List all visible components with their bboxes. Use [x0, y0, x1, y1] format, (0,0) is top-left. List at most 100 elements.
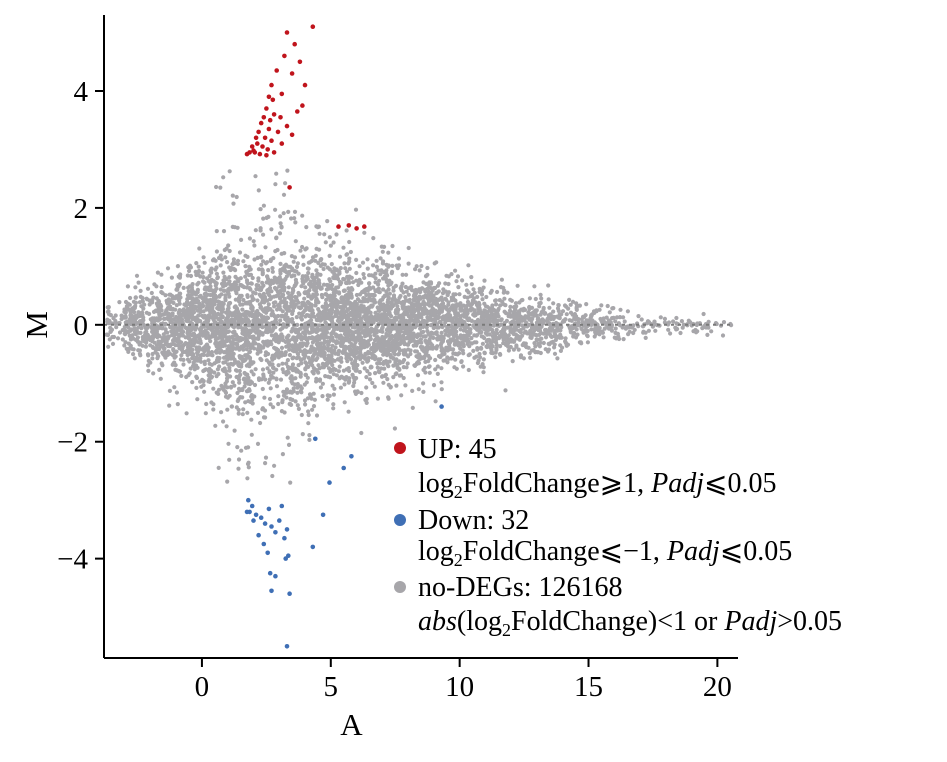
nodeg-point [270, 266, 275, 271]
nodeg-point [243, 380, 248, 385]
nodeg-point [190, 282, 195, 287]
nodeg-point [433, 367, 438, 372]
nodeg-point [157, 367, 162, 372]
nodeg-point [557, 312, 562, 317]
nodeg-point [202, 361, 207, 367]
nodeg-point [206, 358, 211, 363]
nodeg-point [183, 341, 188, 346]
nodeg-point [251, 372, 256, 377]
nodeg-point [460, 348, 465, 353]
nodeg-point [312, 397, 317, 402]
nodeg-point [528, 355, 533, 360]
nodeg-point [206, 318, 211, 323]
nodeg-point [285, 290, 291, 295]
nodeg-point [236, 411, 241, 416]
nodeg-point [558, 348, 564, 353]
nodeg-point [452, 309, 457, 314]
nodeg-point [310, 369, 315, 374]
nodeg-point [227, 169, 232, 174]
nodeg-point [329, 347, 334, 352]
nodeg-point [432, 331, 437, 336]
nodeg-point [232, 383, 237, 388]
nodeg-point [385, 360, 390, 365]
nodeg-point [364, 385, 369, 390]
nodeg-point [106, 344, 111, 349]
nodeg-point [555, 356, 560, 361]
nodeg-point [623, 326, 629, 331]
nodeg-point [674, 315, 679, 321]
nodeg-point [544, 331, 550, 336]
nodeg-point [232, 357, 237, 362]
nodeg-point [238, 282, 243, 288]
nodeg-point [256, 276, 261, 281]
nodeg-point [281, 324, 286, 330]
nodeg-point [668, 331, 673, 336]
nodeg-point [318, 327, 323, 332]
nodeg-point [292, 209, 298, 214]
nodeg-point [358, 350, 363, 355]
nodeg-point [269, 227, 274, 232]
nodeg-point [293, 376, 298, 381]
nodeg-point [421, 295, 426, 300]
nodeg-point [582, 314, 587, 320]
nodeg-point [198, 359, 204, 364]
nodeg-point [337, 376, 342, 381]
nodeg-point [342, 261, 347, 266]
nodeg-point [381, 276, 386, 281]
nodeg-point [375, 365, 380, 370]
nodeg-point [254, 310, 259, 315]
nodeg-point [261, 283, 266, 288]
nodeg-point [268, 386, 273, 391]
nodeg-point [545, 316, 550, 321]
nodeg-point [159, 284, 164, 290]
nodeg-point [194, 261, 199, 266]
nodeg-point [293, 239, 298, 244]
nodeg-point [259, 377, 264, 382]
nodeg-point [395, 310, 400, 315]
nodeg-point [293, 339, 298, 344]
nodeg-point [407, 297, 412, 302]
nodeg-point [636, 314, 641, 319]
nodeg-point [154, 284, 159, 289]
nodeg-point [239, 448, 244, 453]
nodeg-point [310, 335, 315, 341]
nodeg-point [301, 301, 306, 306]
nodeg-point [285, 370, 290, 375]
nodeg-point [244, 300, 249, 305]
nodeg-point [386, 263, 391, 268]
nodeg-point [233, 274, 238, 279]
nodeg-point [533, 296, 538, 302]
nodeg-point [298, 248, 303, 253]
nodeg-point [276, 394, 281, 399]
nodeg-point [295, 343, 301, 348]
nodeg-point [386, 297, 391, 302]
nodeg-point [319, 257, 324, 262]
nodeg-point [709, 329, 714, 334]
nodeg-point [282, 265, 287, 270]
nodeg-point [263, 455, 269, 460]
nodeg-point [513, 301, 519, 306]
nodeg-point [249, 432, 254, 437]
nodeg-point [268, 296, 273, 301]
nodeg-point [444, 297, 449, 302]
nodeg-point [402, 342, 407, 347]
nodeg-point [475, 319, 480, 324]
nodeg-point [277, 231, 283, 236]
nodeg-point [560, 309, 566, 314]
nodeg-point [413, 315, 418, 320]
nodeg-point [136, 348, 141, 353]
nodeg-point [346, 261, 351, 266]
nodeg-point [400, 338, 405, 343]
nodeg-point [195, 272, 200, 277]
nodeg-point [613, 326, 618, 331]
nodeg-point [316, 260, 321, 265]
nodeg-point [399, 284, 404, 289]
nodeg-point [646, 328, 652, 333]
nodeg-point [234, 337, 239, 342]
nodeg-point [441, 358, 446, 363]
nodeg-point [206, 326, 211, 331]
nodeg-point [363, 314, 368, 319]
nodeg-point [326, 316, 332, 321]
nodeg-point [185, 352, 190, 357]
nodeg-point [359, 390, 364, 396]
